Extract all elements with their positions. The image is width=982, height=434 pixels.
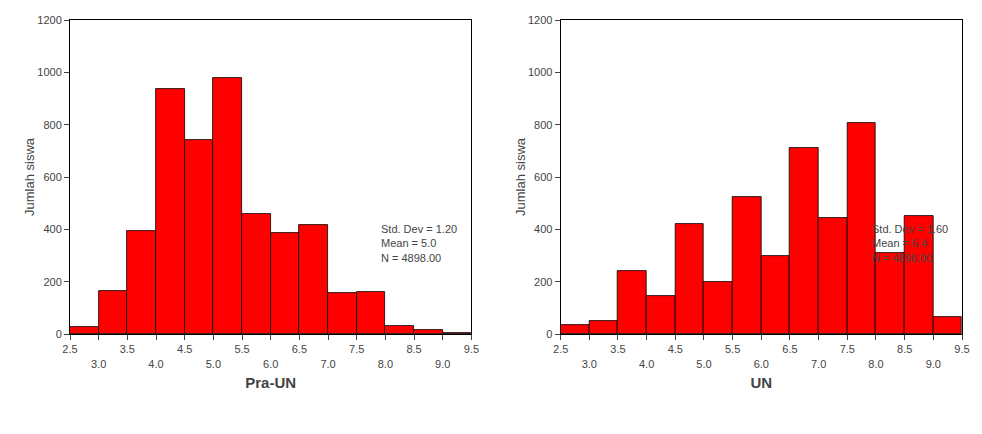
- svg-text:6.0: 6.0: [263, 358, 278, 370]
- svg-text:2.5: 2.5: [553, 343, 568, 355]
- svg-text:3.0: 3.0: [91, 358, 106, 370]
- svg-text:5.0: 5.0: [696, 358, 711, 370]
- svg-text:400: 400: [43, 223, 61, 235]
- svg-text:200: 200: [534, 276, 552, 288]
- svg-text:8.5: 8.5: [406, 343, 421, 355]
- svg-text:1000: 1000: [528, 66, 552, 78]
- svg-text:3.5: 3.5: [120, 343, 135, 355]
- svg-text:600: 600: [43, 171, 61, 183]
- svg-text:5.5: 5.5: [234, 343, 249, 355]
- svg-text:7.0: 7.0: [811, 358, 826, 370]
- svg-text:9.5: 9.5: [954, 343, 969, 355]
- svg-text:9.0: 9.0: [926, 358, 941, 370]
- svg-text:0: 0: [546, 328, 552, 340]
- svg-text:8.5: 8.5: [897, 343, 912, 355]
- svg-text:Std. Dev = 1.60Mean = 6.4N = 4: Std. Dev = 1.60Mean = 6.4N = 4898.00: [872, 223, 948, 264]
- svg-text:8.0: 8.0: [868, 358, 883, 370]
- svg-text:4.5: 4.5: [177, 343, 192, 355]
- svg-text:1000: 1000: [37, 66, 61, 78]
- svg-text:9.0: 9.0: [435, 358, 450, 370]
- svg-text:400: 400: [534, 223, 552, 235]
- svg-text:Jumlah siswa: Jumlah siswa: [513, 137, 528, 216]
- svg-text:200: 200: [43, 276, 61, 288]
- svg-text:3.0: 3.0: [582, 358, 597, 370]
- svg-text:2.5: 2.5: [62, 343, 77, 355]
- svg-text:6.0: 6.0: [754, 358, 769, 370]
- svg-text:800: 800: [534, 119, 552, 131]
- svg-text:Pra-UN: Pra-UN: [245, 374, 296, 391]
- svg-text:800: 800: [43, 119, 61, 131]
- svg-text:5.0: 5.0: [206, 358, 221, 370]
- svg-text:5.5: 5.5: [725, 343, 740, 355]
- svg-text:7.5: 7.5: [349, 343, 364, 355]
- svg-text:4.5: 4.5: [668, 343, 683, 355]
- svg-text:8.0: 8.0: [378, 358, 393, 370]
- svg-text:0: 0: [56, 328, 62, 340]
- svg-text:Jumlah siswa: Jumlah siswa: [22, 137, 37, 216]
- svg-text:4.0: 4.0: [148, 358, 163, 370]
- svg-text:UN: UN: [750, 374, 772, 391]
- svg-text:Std. Dev = 1.20Mean = 5.0N = 4: Std. Dev = 1.20Mean = 5.0N = 4898.00: [381, 223, 457, 264]
- svg-text:7.0: 7.0: [320, 358, 335, 370]
- svg-text:6.5: 6.5: [782, 343, 797, 355]
- svg-text:1200: 1200: [528, 14, 552, 26]
- svg-text:6.5: 6.5: [292, 343, 307, 355]
- svg-text:9.5: 9.5: [464, 343, 479, 355]
- svg-text:1200: 1200: [37, 14, 61, 26]
- svg-text:4.0: 4.0: [639, 358, 654, 370]
- svg-text:600: 600: [534, 171, 552, 183]
- svg-text:3.5: 3.5: [610, 343, 625, 355]
- svg-text:7.5: 7.5: [840, 343, 855, 355]
